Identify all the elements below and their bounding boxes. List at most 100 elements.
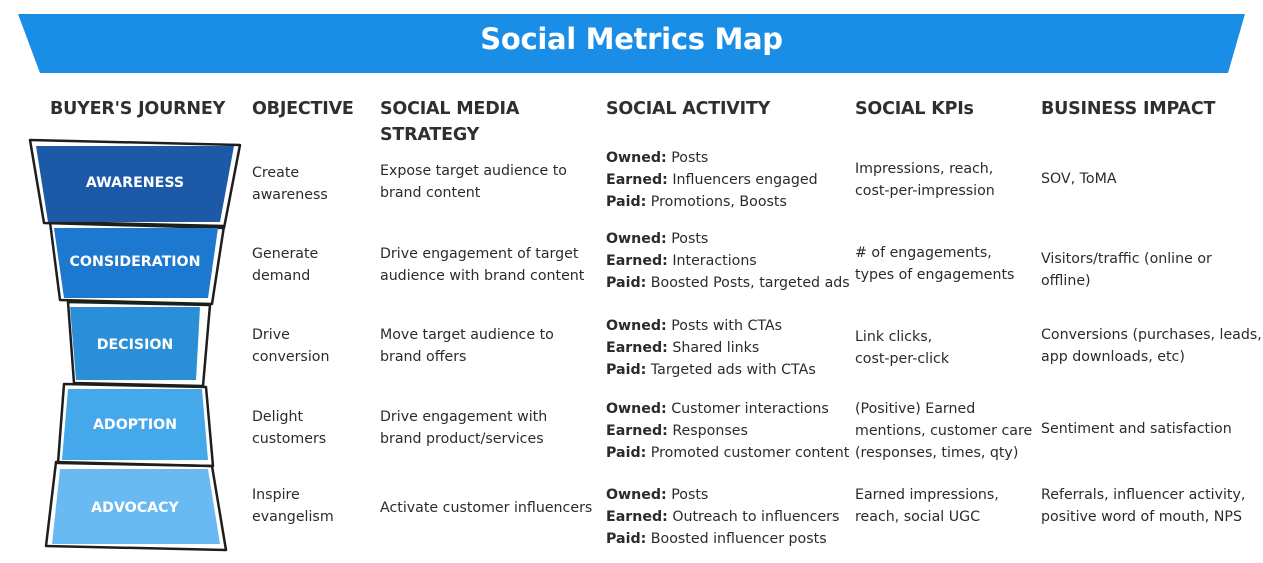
activity-line-owned: Owned: Posts: [606, 147, 818, 169]
kpi-line: (Positive) Earned: [855, 401, 976, 417]
stage-label-advocacy: ADVOCACY: [91, 500, 179, 516]
objective-line: Inspire: [252, 487, 300, 503]
kpi-line: reach, social UGC: [855, 509, 980, 525]
funnel-outline-consideration: [48, 220, 226, 306]
activity-cell: Owned: Posts Earned: Interactions Paid: …: [606, 228, 850, 294]
activity-text: Targeted ads with CTAs: [646, 362, 816, 378]
impact-line: Referrals, influencer activity,: [1041, 487, 1246, 503]
page-title: Social Metrics Map: [480, 22, 783, 56]
activity-text: Promoted customer content: [646, 445, 850, 461]
activity-text: Interactions: [667, 253, 757, 269]
activity-line-owned: Owned: Posts: [606, 228, 850, 250]
kpi-cell: Earned impressions, reach, social UGC: [855, 484, 999, 528]
kpi-cell: # of engagements, types of engagements: [855, 242, 1014, 286]
activity-line-earned: Earned: Outreach to influencers: [606, 506, 839, 528]
impact-cell: Referrals, influencer activity, positive…: [1041, 484, 1245, 528]
objective-line: Drive: [252, 327, 290, 343]
funnel-stage-decision: [70, 307, 200, 380]
header-social-activity: SOCIAL ACTIVITY: [606, 99, 771, 119]
activity-text: Influencers engaged: [667, 172, 818, 188]
activity-label: Paid:: [606, 194, 647, 210]
strategy-line: audience with brand content: [380, 268, 585, 284]
impact-cell: Sentiment and satisfaction: [1041, 418, 1232, 440]
activity-cell: Owned: Posts with CTAs Earned: Shared li…: [606, 315, 816, 381]
kpi-cell: Impressions, reach, cost-per-impression: [855, 158, 995, 202]
header-buyers-journey: BUYER'S JOURNEY: [50, 99, 226, 119]
activity-label: Paid:: [606, 445, 647, 461]
impact-line: Sentiment and satisfaction: [1041, 421, 1232, 437]
activity-label: Owned:: [606, 318, 667, 334]
activity-text: Outreach to influencers: [667, 509, 840, 525]
activity-label: Owned:: [606, 487, 667, 503]
impact-line: SOV, ToMA: [1041, 171, 1117, 187]
impact-line: app downloads, etc): [1041, 349, 1185, 365]
kpi-line: # of engagements,: [855, 245, 992, 261]
activity-text: Posts: [666, 487, 709, 503]
strategy-line: Drive engagement of target: [380, 246, 579, 262]
activity-text: Promotions, Boosts: [646, 194, 787, 210]
kpi-line: mentions, customer care: [855, 423, 1033, 439]
funnel-stage-consideration: [54, 228, 218, 298]
activity-text: Posts: [666, 231, 709, 247]
activity-text: Posts: [666, 150, 709, 166]
strategy-cell: Activate customer influencers: [380, 497, 592, 519]
funnel-outline-advocacy: [44, 460, 228, 552]
objective-cell: Create awareness: [252, 162, 328, 206]
activity-line-earned: Earned: Interactions: [606, 250, 850, 272]
objective-cell: Generate demand: [252, 243, 318, 287]
objective-line: demand: [252, 268, 311, 284]
impact-line: positive word of mouth, NPS: [1041, 509, 1242, 525]
activity-text: Customer interactions: [666, 401, 829, 417]
activity-line-earned: Earned: Shared links: [606, 337, 816, 359]
activity-cell: Owned: Posts Earned: Influencers engaged…: [606, 147, 818, 213]
stage-label-consideration: CONSIDERATION: [69, 254, 201, 270]
strategy-cell: Drive engagement of target audience with…: [380, 243, 584, 287]
impact-cell: Visitors/traffic (online or offline): [1041, 248, 1263, 292]
activity-line-owned: Owned: Customer interactions: [606, 398, 849, 420]
objective-cell: Delight customers: [252, 406, 326, 450]
impact-line: Visitors/traffic (online or offline): [1041, 251, 1212, 289]
header-social-kpis: SOCIAL KPIs: [855, 99, 974, 119]
header-social-media-strategy: SOCIAL MEDIA STRATEGY: [380, 96, 519, 148]
funnel-stage-advocacy: [52, 469, 220, 544]
objective-line: customers: [252, 431, 327, 447]
title-banner: [18, 14, 1245, 73]
strategy-cell: Expose target audience to brand content: [380, 160, 567, 204]
activity-label: Owned:: [606, 150, 667, 166]
kpi-line: Link clicks,: [855, 329, 933, 345]
objective-line: conversion: [252, 349, 330, 365]
buyer-journey-funnel: [28, 138, 242, 552]
kpi-line: Impressions, reach,: [855, 161, 994, 177]
header-objective: OBJECTIVE: [252, 99, 354, 119]
activity-label: Owned:: [606, 401, 667, 417]
objective-line: evangelism: [252, 509, 334, 525]
kpi-line: types of engagements: [855, 267, 1015, 283]
strategy-line: brand offers: [380, 349, 467, 365]
strategy-line: brand content: [380, 185, 481, 201]
objective-line: Delight: [252, 409, 304, 425]
activity-line-owned: Owned: Posts with CTAs: [606, 315, 816, 337]
activity-cell: Owned: Posts Earned: Outreach to influen…: [606, 484, 839, 550]
activity-line-paid: Paid: Promoted customer content: [606, 442, 849, 464]
strategy-line: Drive engagement with: [380, 409, 548, 425]
activity-text: Boosted Posts, targeted ads: [646, 275, 850, 291]
header-business-impact: BUSINESS IMPACT: [1041, 99, 1216, 119]
activity-label: Earned:: [606, 172, 668, 188]
activity-text: Shared links: [667, 340, 760, 356]
kpi-line: (responses, times, qty): [855, 445, 1019, 461]
activity-line-paid: Paid: Boosted influencer posts: [606, 528, 839, 550]
funnel-stage-adoption: [62, 389, 208, 460]
activity-label: Paid:: [606, 531, 647, 547]
activity-label: Earned:: [606, 340, 668, 356]
stage-label-awareness: AWARENESS: [85, 175, 185, 191]
strategy-line: Move target audience to: [380, 327, 554, 343]
strategy-cell: Move target audience to brand offers: [380, 324, 554, 368]
strategy-cell: Drive engagement with brand product/serv…: [380, 406, 547, 450]
strategy-line: brand product/services: [380, 431, 544, 447]
activity-label: Paid:: [606, 275, 647, 291]
activity-line-paid: Paid: Promotions, Boosts: [606, 191, 818, 213]
activity-text: Boosted influencer posts: [646, 531, 827, 547]
header-strategy-line1: SOCIAL MEDIA: [380, 99, 520, 119]
objective-line: awareness: [252, 187, 328, 203]
activity-line-paid: Paid: Boosted Posts, targeted ads: [606, 272, 850, 294]
